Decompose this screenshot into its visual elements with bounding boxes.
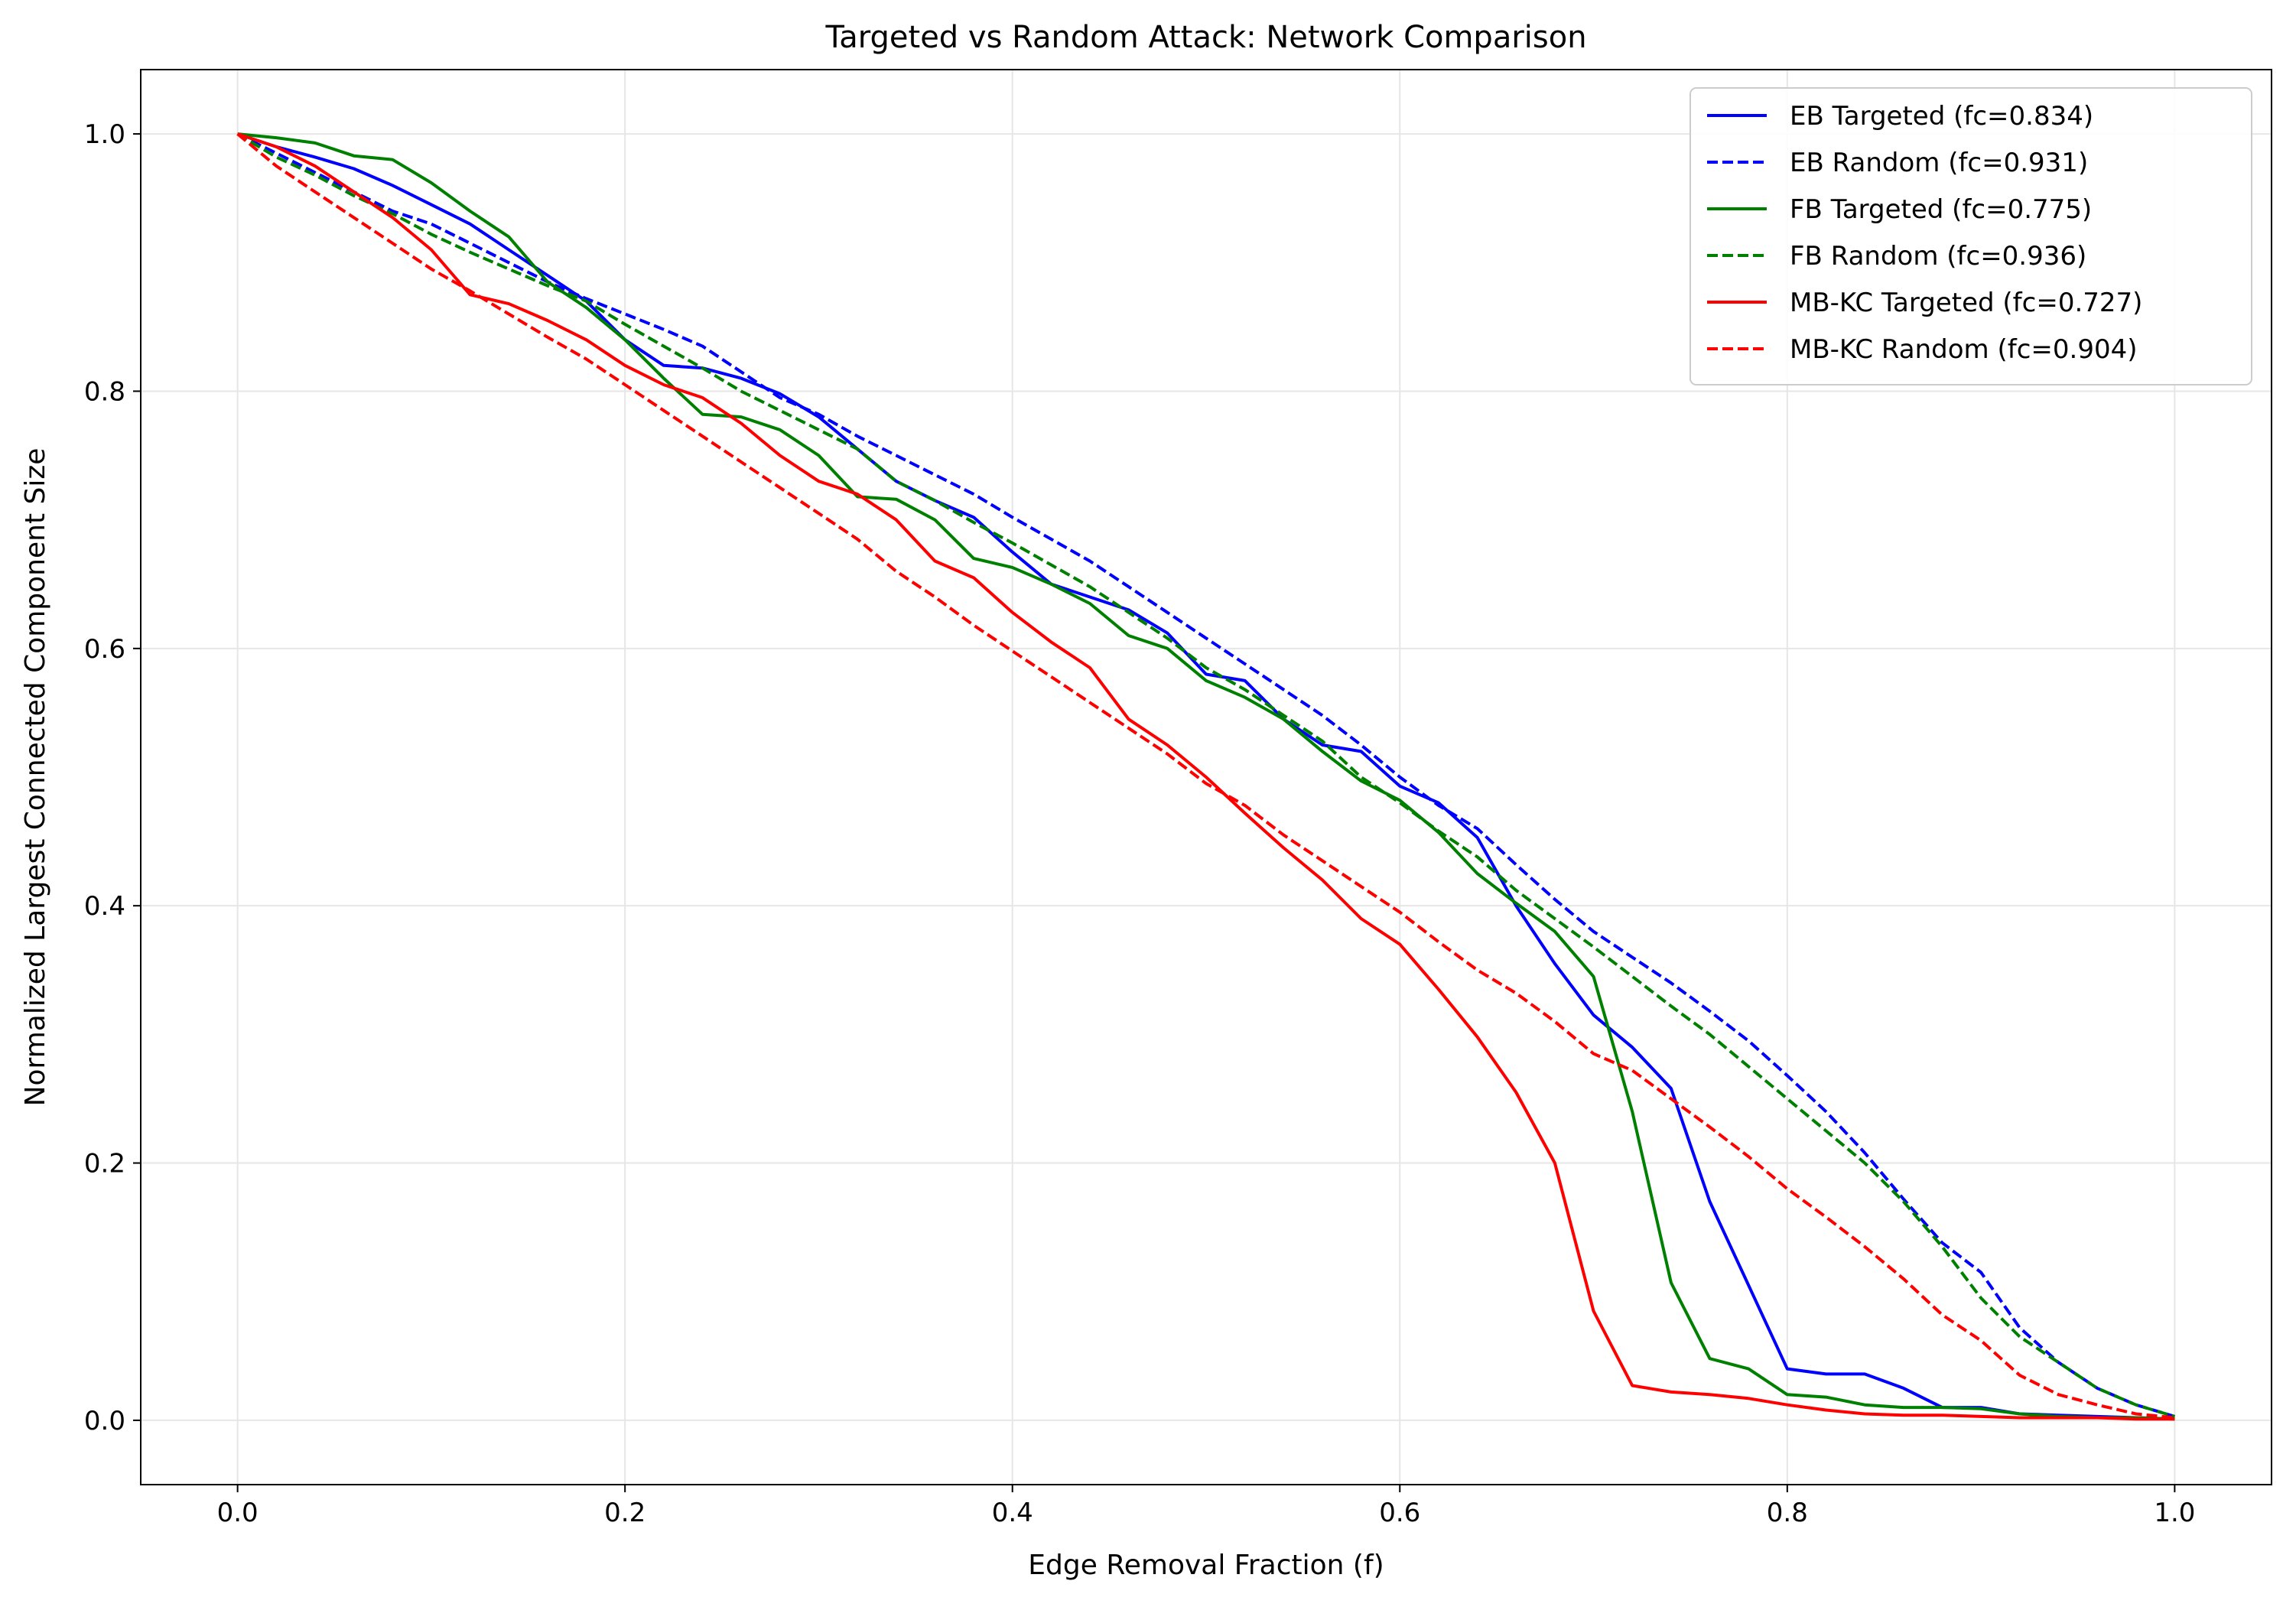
y-tick-label: 0.4: [84, 891, 125, 922]
y-tick-label: 1.0: [84, 119, 125, 150]
legend-label: EB Targeted (fc=0.834): [1790, 101, 2093, 132]
legend-label: MB-KC Random (fc=0.904): [1790, 334, 2138, 365]
x-axis-label: Edge Removal Fraction (f): [1028, 1550, 1384, 1581]
y-tick-label: 0.2: [84, 1149, 125, 1179]
legend-label: FB Random (fc=0.936): [1790, 241, 2086, 272]
legend: EB Targeted (fc=0.834) EB Random (fc=0.93…: [1690, 88, 2252, 385]
y-tick-label: 0.8: [84, 376, 125, 407]
x-tick-label: 0.0: [217, 1498, 259, 1528]
x-tick-label: 1.0: [2154, 1498, 2195, 1528]
x-tick-label: 0.8: [1767, 1498, 1808, 1528]
chart-title: Targeted vs Random Attack: Network Compa…: [824, 20, 1586, 55]
legend-label: EB Random (fc=0.931): [1790, 148, 2088, 178]
y-tick-label: 0.6: [84, 634, 125, 665]
x-tick-label: 0.4: [992, 1498, 1033, 1528]
y-tick-label: 0.0: [84, 1406, 125, 1436]
legend-label: FB Targeted (fc=0.775): [1790, 194, 2092, 225]
legend-label: MB-KC Targeted (fc=0.727): [1790, 288, 2142, 318]
x-tick-label: 0.2: [604, 1498, 646, 1528]
y-axis-label: Normalized Largest Connected Component S…: [20, 448, 51, 1107]
x-tick-label: 0.6: [1379, 1498, 1420, 1528]
